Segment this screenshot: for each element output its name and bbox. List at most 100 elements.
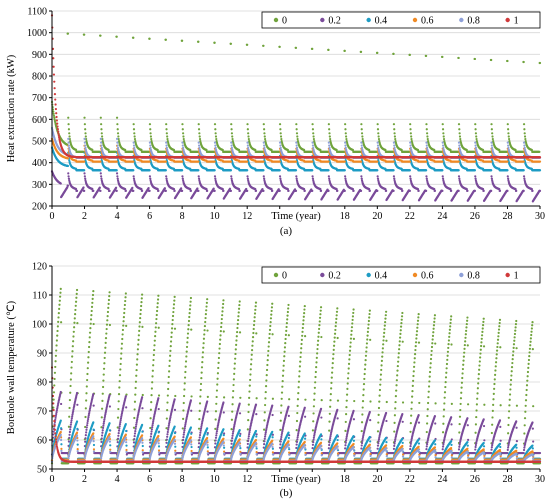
data-point	[515, 189, 518, 192]
data-point	[425, 128, 428, 131]
data-point	[409, 132, 412, 135]
data-point	[392, 123, 396, 126]
data-point	[165, 128, 168, 131]
data-point	[441, 55, 444, 59]
data-point	[329, 137, 332, 141]
data-point	[279, 177, 282, 180]
data-point	[181, 128, 184, 131]
data-point	[83, 123, 86, 126]
data-point	[490, 123, 493, 126]
data-point	[52, 112, 55, 115]
data-point	[343, 169, 346, 172]
data-point	[132, 169, 135, 172]
data-point	[490, 128, 493, 131]
data-point	[67, 116, 70, 119]
data-point	[523, 132, 526, 135]
data-point	[68, 132, 71, 135]
data-point	[101, 135, 104, 138]
data-point	[53, 118, 56, 121]
data-point	[263, 135, 266, 138]
data-point	[246, 177, 249, 180]
data-point	[99, 189, 102, 192]
data-point	[474, 132, 478, 135]
data-point	[392, 189, 395, 192]
data-point	[473, 189, 477, 192]
data-point	[312, 135, 315, 138]
data-point	[231, 137, 234, 141]
data-point	[442, 132, 445, 135]
data-point	[181, 39, 184, 42]
data-point	[425, 175, 428, 178]
data-point	[181, 177, 184, 180]
data-point	[311, 128, 315, 131]
data-point	[67, 128, 71, 131]
data-point	[164, 169, 167, 172]
data-point	[441, 128, 445, 131]
data-point	[409, 175, 412, 178]
data-point	[394, 137, 397, 141]
data-point	[180, 187, 183, 190]
data-point	[262, 44, 265, 47]
data-point	[327, 48, 330, 51]
data-point	[523, 128, 526, 131]
data-point	[507, 177, 510, 180]
data-point	[262, 175, 265, 178]
data-point	[531, 189, 534, 192]
data-point	[164, 38, 167, 41]
data-point	[214, 135, 218, 138]
data-point	[148, 169, 151, 172]
data-point	[328, 177, 331, 180]
data-point	[475, 135, 478, 138]
data-point	[132, 123, 135, 126]
data-point	[246, 43, 249, 46]
data-point	[295, 123, 298, 126]
data-point	[117, 135, 120, 138]
data-point	[295, 177, 298, 180]
data-point	[327, 175, 330, 178]
data-point	[213, 175, 217, 178]
data-point	[295, 132, 299, 135]
data-point	[280, 137, 283, 141]
data-point	[100, 128, 103, 131]
data-point	[263, 177, 266, 180]
data-point	[507, 128, 510, 131]
data-point	[506, 123, 509, 126]
data-point	[491, 135, 494, 138]
data-point	[182, 132, 185, 135]
data-point	[385, 189, 388, 192]
data-point	[247, 135, 250, 138]
data-point	[230, 128, 233, 131]
data-point	[83, 33, 86, 36]
data-point	[114, 186, 118, 189]
data-point	[101, 137, 104, 141]
data-point	[441, 177, 445, 180]
data-point	[197, 177, 201, 180]
data-point	[311, 177, 315, 180]
data-point	[490, 177, 493, 180]
data-point	[230, 175, 233, 178]
data-point	[132, 128, 136, 131]
data-point	[450, 189, 453, 192]
data-point	[91, 148, 94, 151]
data-point	[132, 175, 135, 178]
data-point	[229, 169, 233, 172]
data-point	[84, 132, 87, 135]
data-point	[433, 189, 437, 192]
data-point	[182, 135, 185, 138]
data-point	[214, 132, 217, 135]
data-point	[165, 132, 168, 135]
data-point	[237, 148, 241, 152]
data-point	[458, 128, 461, 131]
data-point	[141, 189, 144, 192]
data-point	[368, 189, 371, 192]
data-point	[53, 116, 56, 119]
data-point	[344, 175, 347, 178]
data-point	[222, 189, 225, 192]
data-point	[409, 128, 412, 131]
data-point	[473, 57, 477, 61]
data-point	[213, 169, 216, 172]
data-point	[311, 47, 314, 50]
data-point	[522, 189, 525, 192]
data-point	[442, 137, 446, 141]
data-point	[345, 135, 348, 138]
